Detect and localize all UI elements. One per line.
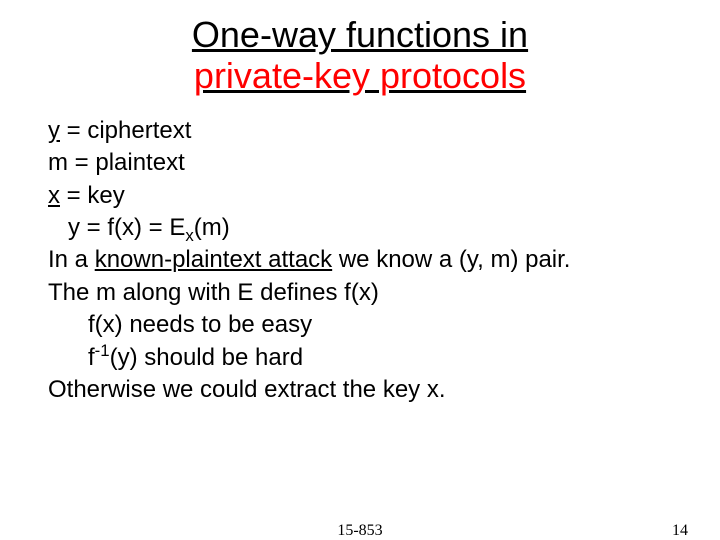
text: f <box>88 344 95 371</box>
var-x: x <box>48 182 60 209</box>
line-fx-easy: f(x) needs to be easy <box>48 309 682 341</box>
slide-body: y = ciphertext m = plaintext x = key y =… <box>0 105 720 407</box>
text: we know a (y, m) pair. <box>332 246 570 273</box>
var-y: y <box>48 117 60 144</box>
line-finv-hard: f-1(y) should be hard <box>48 342 682 374</box>
line-defines-fx: The m along with E defines f(x) <box>48 277 682 309</box>
slide: One-way functions in private-key protoco… <box>0 0 720 540</box>
text: (y) should be hard <box>110 344 303 371</box>
known-plaintext-attack: known-plaintext attack <box>95 246 332 273</box>
text: (m) <box>194 214 230 241</box>
page-number: 14 <box>672 522 688 540</box>
line-x-key: x = key <box>48 180 682 212</box>
subscript-x: x <box>185 226 193 245</box>
text: = key <box>60 182 125 209</box>
line-equation: y = f(x) = Ex(m) <box>48 212 682 244</box>
line-otherwise: Otherwise we could extract the key x. <box>48 374 682 406</box>
line-m-plaintext: m = plaintext <box>48 147 682 179</box>
text: y = f(x) = E <box>68 214 185 241</box>
slide-title: One-way functions in private-key protoco… <box>0 0 720 105</box>
superscript-neg1: -1 <box>95 341 110 360</box>
course-number: 15-853 <box>337 522 382 540</box>
title-line-2: private-key protocols <box>194 55 526 96</box>
line-y-ciphertext: y = ciphertext <box>48 115 682 147</box>
text: In a <box>48 246 95 273</box>
title-line-1: One-way functions in <box>192 14 528 55</box>
text: = ciphertext <box>60 117 191 144</box>
line-known-plaintext: In a known-plaintext attack we know a (y… <box>48 244 682 276</box>
